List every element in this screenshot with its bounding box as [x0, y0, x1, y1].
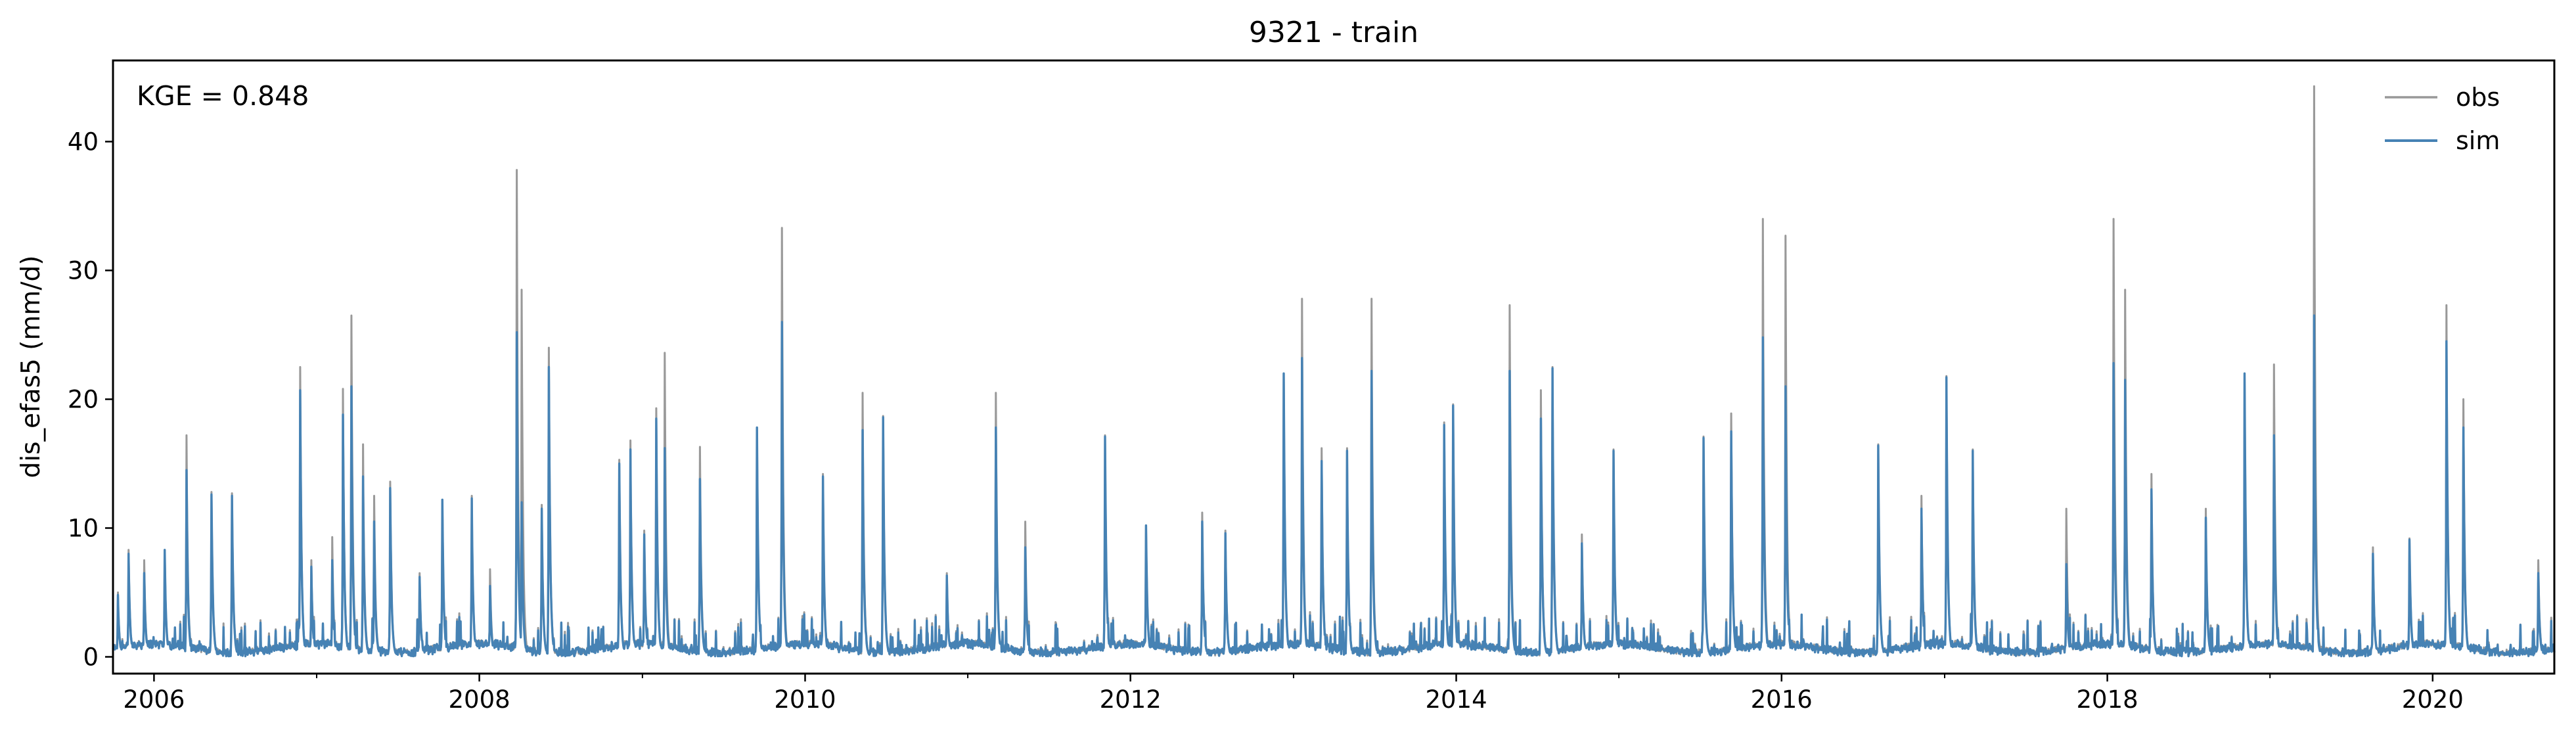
- legend: obs sim: [2385, 83, 2500, 155]
- x-tick-label: 2008: [449, 685, 510, 714]
- series-line-sim: [112, 314, 2556, 658]
- kge-annotation: KGE = 0.848: [137, 80, 309, 112]
- x-tick-label: 2010: [774, 685, 836, 714]
- y-tick-label: 40: [68, 127, 99, 156]
- series-line-obs: [112, 85, 2556, 657]
- x-tick-label: 2012: [1100, 685, 1162, 714]
- chart-title: 9321 - train: [1249, 16, 1418, 49]
- x-tick-label: 2018: [2077, 685, 2138, 714]
- legend-label-obs: obs: [2456, 83, 2500, 112]
- x-tick-label: 2014: [1425, 685, 1487, 714]
- x-tick-label: 2016: [1751, 685, 1813, 714]
- y-tick-label: 0: [83, 643, 99, 672]
- axis-layer: 0 10 20 30 40 2006 2008 2010 2012 2014 2016 2018 202…: [68, 127, 2464, 714]
- series-layer: [112, 85, 2556, 658]
- y-tick-label: 20: [68, 386, 99, 414]
- y-tick-label: 30: [68, 256, 99, 285]
- x-tick-label: 2020: [2402, 685, 2464, 714]
- y-tick-label: 10: [68, 515, 99, 543]
- y-axis-label: dis_efas5 (mm/d): [16, 256, 46, 478]
- legend-label-sim: sim: [2456, 126, 2500, 155]
- x-tick-label: 2006: [123, 685, 185, 714]
- plot-frame: [112, 59, 2556, 675]
